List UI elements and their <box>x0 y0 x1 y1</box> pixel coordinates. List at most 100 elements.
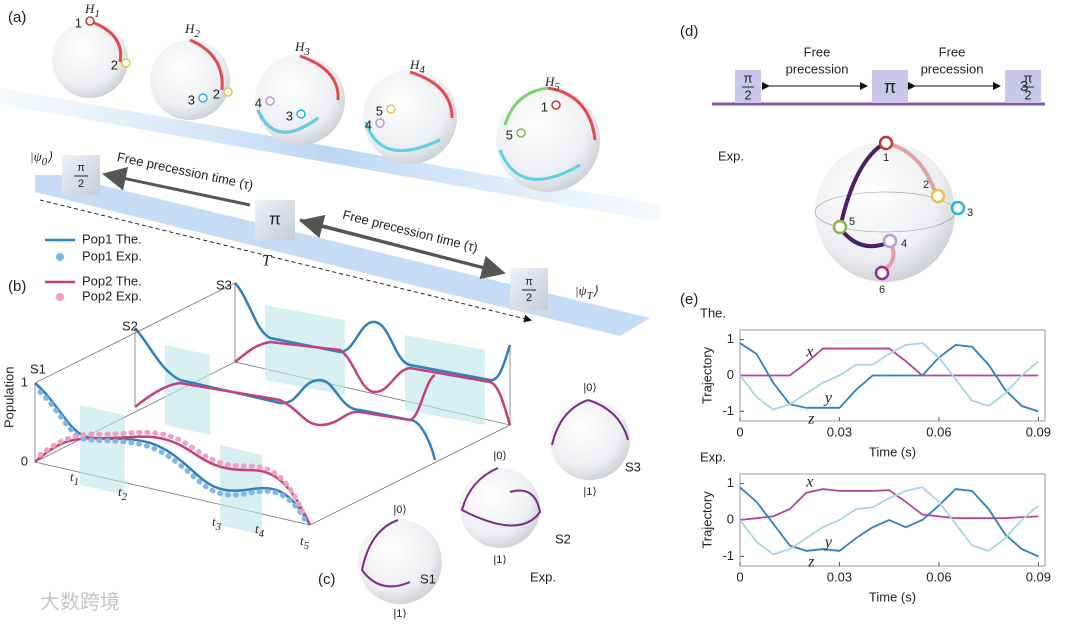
sphere <box>255 55 345 145</box>
sub: 4 <box>259 528 265 540</box>
time-label: t2 <box>118 484 128 503</box>
sphere <box>358 520 442 604</box>
precession-label: Free precession time (τ) <box>116 149 255 193</box>
precession-label: Free <box>939 44 966 59</box>
main: H <box>409 57 420 72</box>
legend: Pop1 Exp. <box>82 248 142 263</box>
state-main: |ψ <box>575 283 588 298</box>
panel-label: (a) <box>8 9 26 26</box>
labels: (a) (b) (c) (d) (e) |ψ0⟩ |ψT⟩ π 2 π π 2 … <box>1 9 698 588</box>
series-line <box>739 486 1039 558</box>
point-label: 2 <box>111 57 118 72</box>
point-label: 4 <box>901 238 907 250</box>
main: H <box>294 39 305 54</box>
chart-title: The. <box>700 305 726 320</box>
pop2-s3 <box>234 340 512 426</box>
sphere-name: S2 <box>555 531 571 546</box>
pulse-box <box>510 268 548 310</box>
pulse-num: π <box>525 276 533 288</box>
subscripted: H3 <box>294 39 310 58</box>
series-label: z <box>807 410 815 427</box>
point-label: 1 <box>883 152 889 164</box>
cubes <box>62 155 548 310</box>
point <box>832 219 848 235</box>
point-label: 5 <box>849 216 855 228</box>
series-line <box>739 488 1039 521</box>
y-tick: 0 <box>21 453 28 468</box>
pulse-den: 2 <box>1024 87 1031 102</box>
main: t <box>300 533 304 548</box>
state: |ψT⟩ <box>575 283 598 302</box>
trajectory <box>360 519 411 588</box>
arrow <box>299 214 501 274</box>
point-label: 3 <box>188 92 195 107</box>
point <box>551 100 561 110</box>
main: H <box>84 1 95 16</box>
pulse-pre: 3 <box>1020 78 1028 95</box>
x-tick-label: 0 <box>736 569 743 584</box>
sub: 5 <box>554 81 560 93</box>
point-label: 1 <box>541 99 548 114</box>
point <box>386 104 396 114</box>
point-label: 2 <box>923 179 929 191</box>
time-label: t5 <box>300 533 310 552</box>
watermark: 大数跨境 <box>40 590 120 613</box>
y-label: Population <box>1 367 16 428</box>
pulse-box <box>255 200 295 240</box>
pulse-den: 2 <box>744 87 751 102</box>
sub: 1 <box>74 476 80 488</box>
trajectory <box>498 149 581 181</box>
state-top: |0⟩ <box>583 382 596 394</box>
sub: 3 <box>215 521 222 533</box>
point <box>85 16 95 26</box>
subscripted: H5 <box>544 74 560 93</box>
series-line <box>739 342 1039 411</box>
pop1-s2 <box>134 327 437 461</box>
pulse-box <box>872 70 908 103</box>
point <box>296 109 306 119</box>
pulse-den: 2 <box>526 292 532 304</box>
state-bottom: |1⟩ <box>393 608 406 620</box>
x-tick-label: 0.06 <box>926 569 951 584</box>
main: H <box>544 74 555 89</box>
panel-label: (c) <box>318 571 336 588</box>
trajectory <box>503 86 549 126</box>
point-label: 3 <box>286 108 293 123</box>
series-label: z <box>807 554 815 571</box>
series-label: y <box>823 534 833 551</box>
section: S2 <box>122 318 138 333</box>
trajectory <box>364 121 441 153</box>
y-label: Trajectory <box>699 346 714 404</box>
sphere <box>150 40 230 120</box>
series-line <box>740 347 1039 377</box>
sub: 5 <box>304 540 310 552</box>
series-label: y <box>823 389 833 406</box>
point <box>874 265 890 281</box>
series-label: x <box>805 344 813 361</box>
y-tick-label: 1 <box>727 331 734 346</box>
state-bottom: |1⟩ <box>583 486 596 498</box>
sphere <box>550 400 630 480</box>
legend-dot <box>56 253 64 261</box>
point <box>930 188 946 204</box>
plot-frame <box>739 473 1046 567</box>
panel-label: (e) <box>680 291 698 308</box>
panel-a <box>0 20 660 336</box>
x-tick-label: 0.09 <box>1026 569 1051 584</box>
x-tick-label: 0.03 <box>827 424 852 439</box>
sphere <box>363 70 457 164</box>
sub: 3 <box>303 46 310 58</box>
y-tick-label: -1 <box>722 403 734 418</box>
panel-c <box>358 399 630 604</box>
legend: Pop2 The. <box>82 273 142 288</box>
x-label: Time (s) <box>869 444 916 459</box>
trajectory <box>547 86 597 141</box>
exp-label: Exp. <box>718 148 744 163</box>
exp-label: Exp. <box>530 569 556 584</box>
sub: 2 <box>194 28 200 40</box>
sphere <box>52 22 128 98</box>
y-tick-label: 0 <box>727 367 734 382</box>
